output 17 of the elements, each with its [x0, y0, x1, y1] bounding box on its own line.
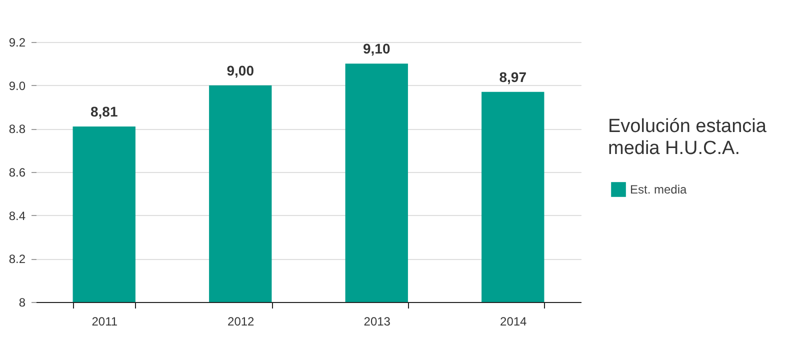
x-tick-label: 2014 [500, 314, 528, 328]
y-tick-label: 8 [18, 296, 26, 310]
data-label: 8,81 [90, 104, 118, 120]
legend-label: Est. media [630, 182, 688, 196]
data-label: 8,97 [499, 68, 527, 85]
y-tick-label: 8.8 [8, 122, 26, 136]
data-label: 9,00 [226, 62, 254, 78]
x-tick-label: 2013 [364, 314, 391, 328]
data-label: 9,10 [363, 40, 390, 57]
x-tick-label: 2012 [228, 314, 255, 328]
y-tick-label: 8.4 [8, 208, 26, 223]
y-tick-label: 9.2 [8, 36, 26, 50]
y-tick-label: 8.2 [8, 252, 26, 266]
x-tick-label: 2011 [92, 314, 118, 328]
text: Evolución estancia media H.U.C.A. [608, 116, 767, 159]
y-tick-label: 9.0 [8, 78, 26, 93]
y-tick-label: 8.6 [8, 166, 26, 180]
